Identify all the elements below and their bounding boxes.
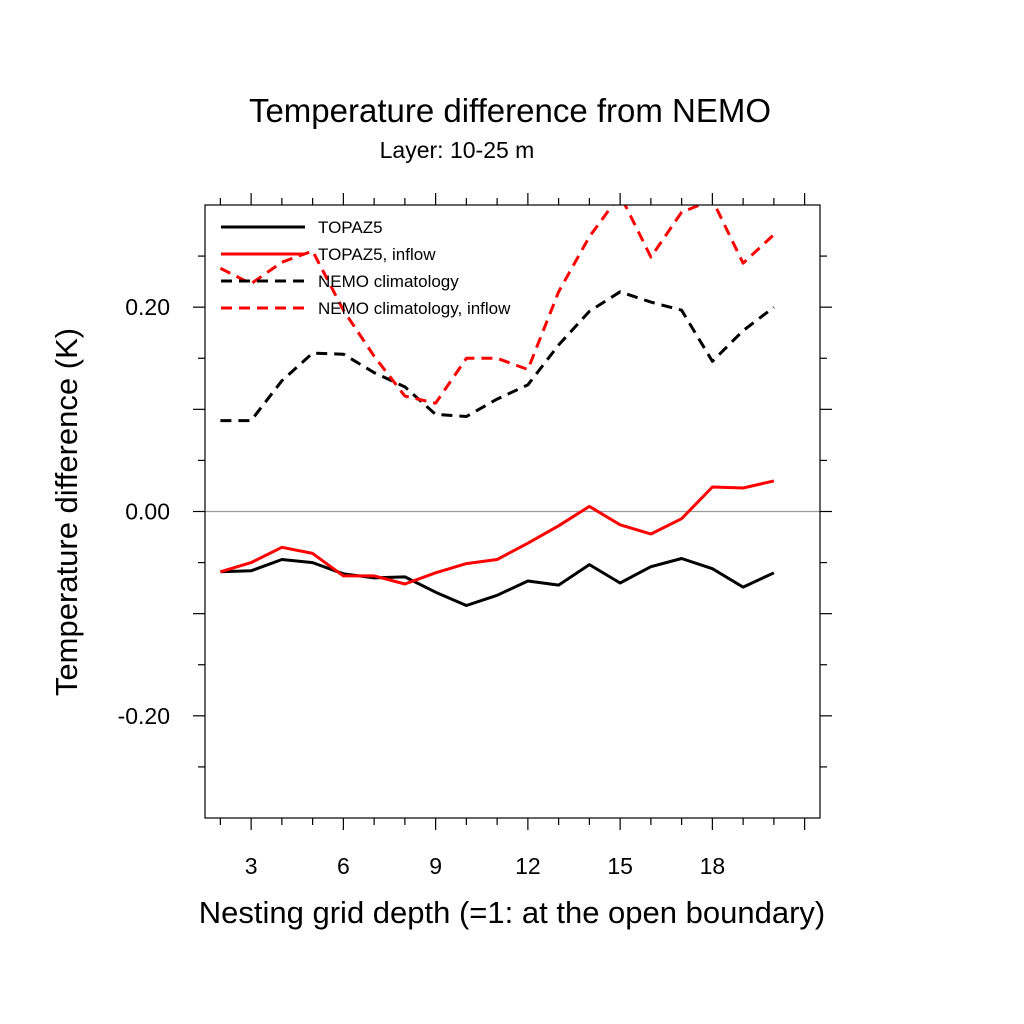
x-tick-label: 6 [337,853,350,879]
chart-title: Temperature difference from NEMO [249,92,771,129]
legend-label-4: NEMO climatology, inflow [318,299,511,318]
y-axis-label: Temperature difference (K) [49,328,84,696]
chart-subtitle: Layer: 10-25 m [380,137,535,163]
tick-layer: 3 6 9 12 15 18 0.20 0.00 -0.20 [118,193,832,879]
series-line-3 [220,290,775,423]
x-tick-label: 12 [515,853,541,879]
y-tick-label: 0.20 [125,294,170,320]
y-tick-label: 0.00 [125,499,170,525]
legend-label-2: TOPAZ5, inflow [318,245,436,264]
series-line-4 [219,205,775,405]
x-tick-label: 9 [429,853,442,879]
series-line-1 [220,557,775,607]
series-line-2 [219,479,775,586]
legend-label-3: NEMO climatology [318,272,459,291]
y-tick-label: -0.20 [118,703,170,729]
x-tick-label: 18 [700,853,726,879]
x-axis-label: Nesting grid depth (=1: at the open boun… [199,895,825,930]
legend: TOPAZ5 TOPAZ5, inflow NEMO climatology NEMO… [221,218,511,318]
x-tick-label: 3 [245,853,258,879]
legend-label-1: TOPAZ5 [318,218,383,237]
x-tick-label: 15 [607,853,633,879]
series-layer [219,205,775,607]
